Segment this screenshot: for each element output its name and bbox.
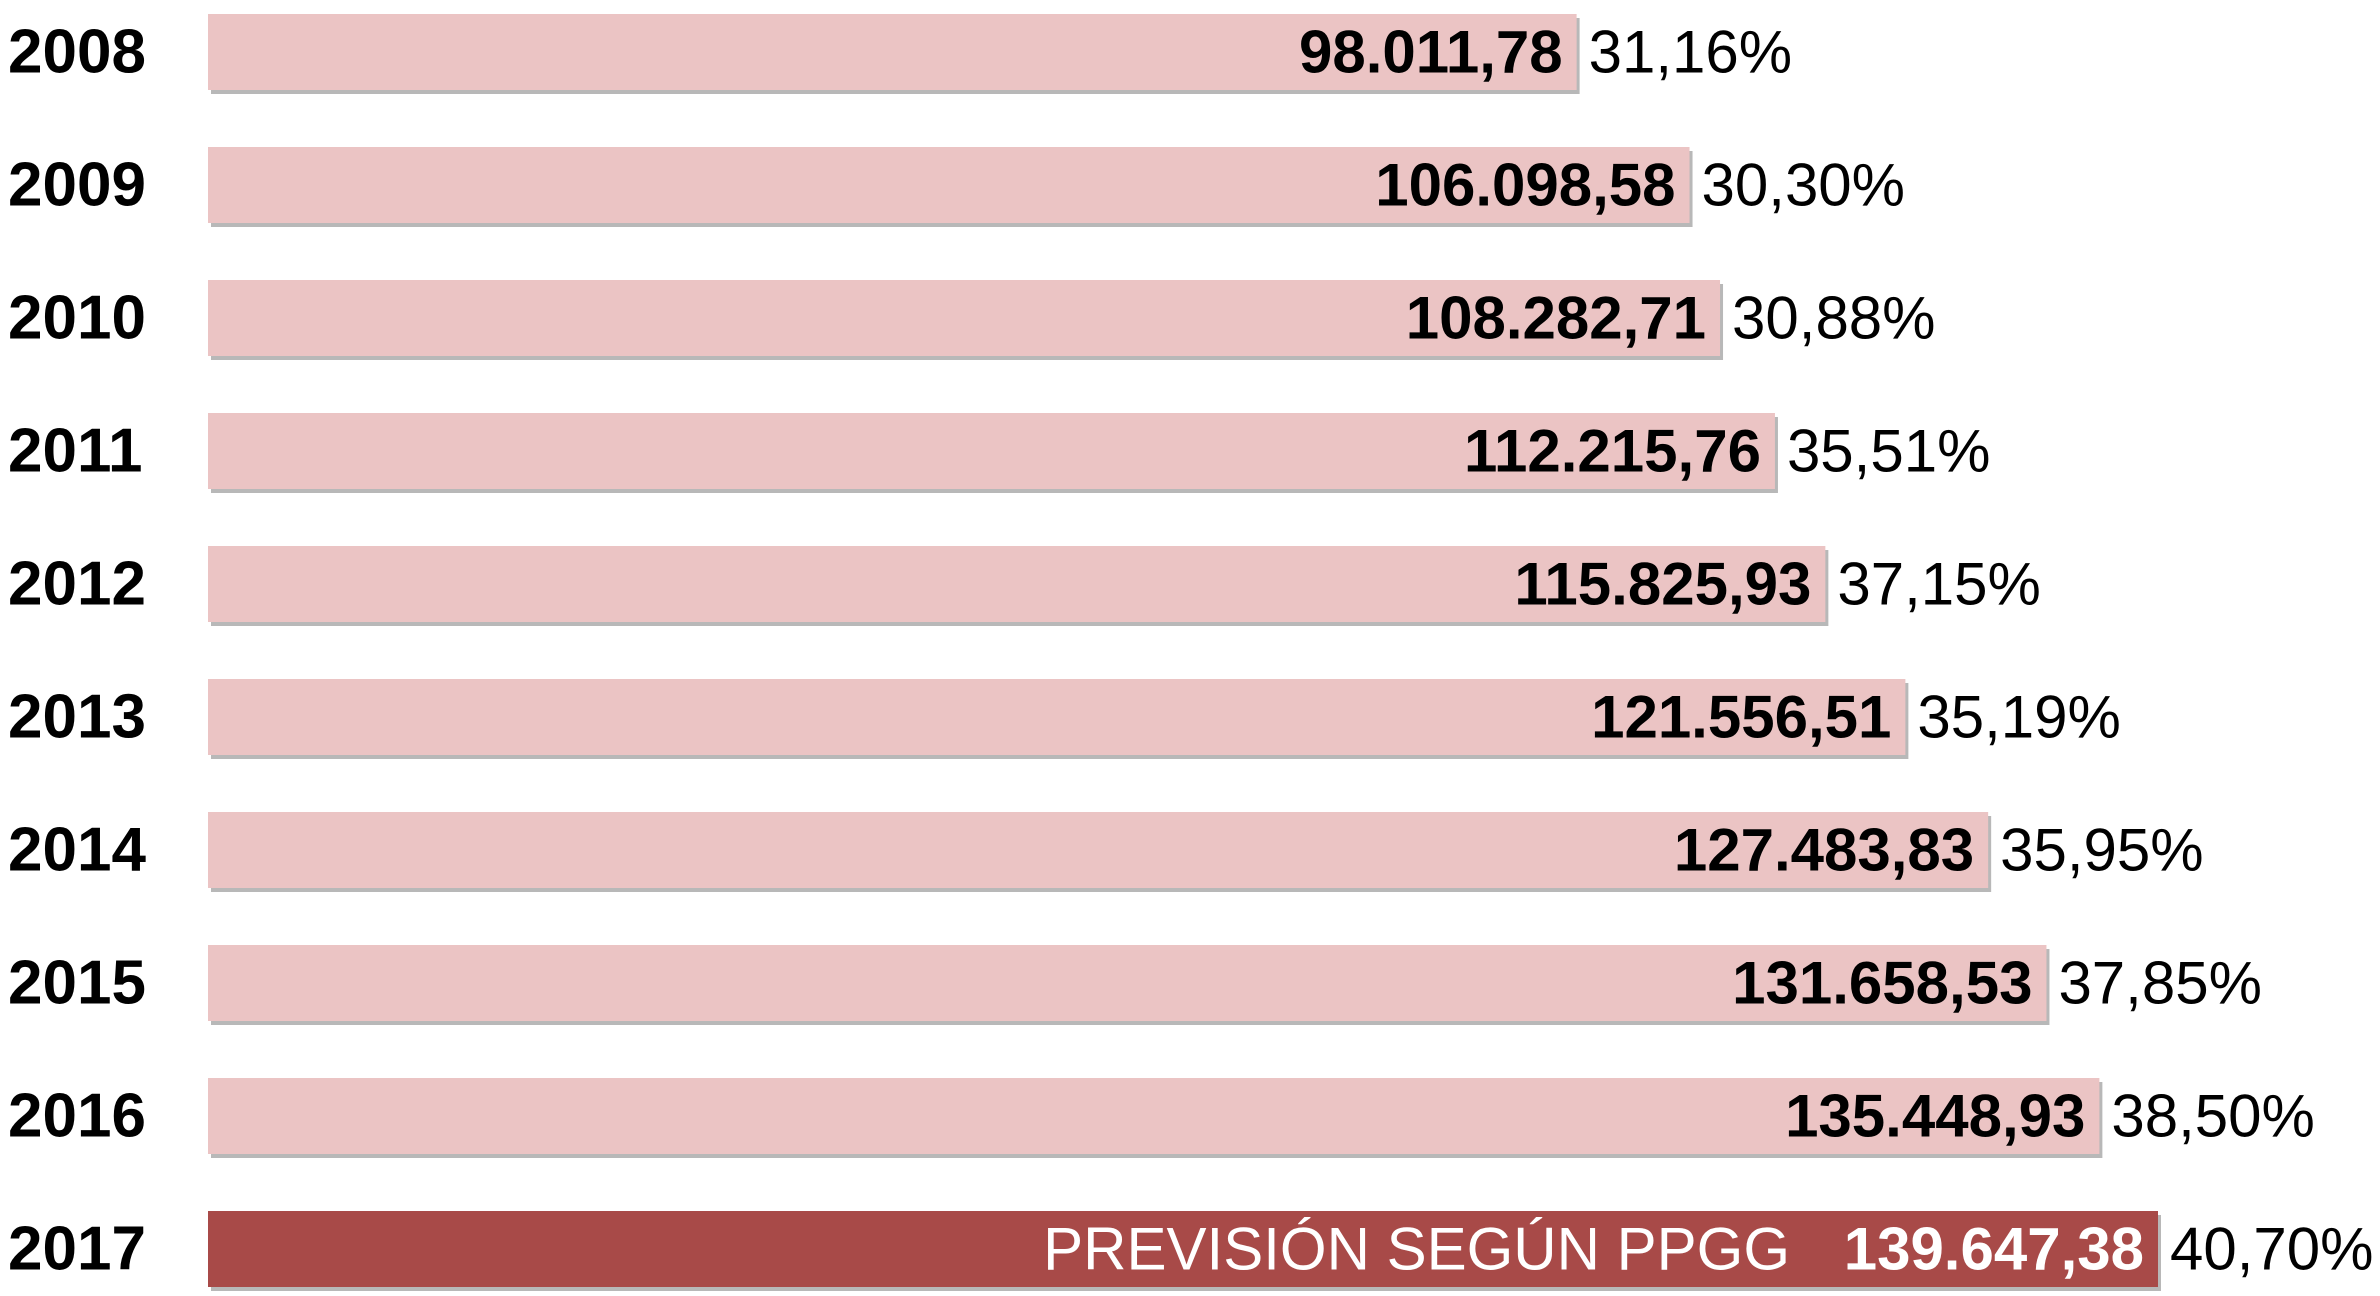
value-label-2010: 108.282,71 <box>1406 285 1706 352</box>
percent-label-2012: 37,15% <box>1837 551 2041 618</box>
forecast-note-label: PREVISIÓN SEGÚN PPGG <box>1043 1216 1790 1283</box>
bars-layer <box>208 14 2161 1291</box>
value-label-2016: 135.448,93 <box>1785 1083 2085 1150</box>
year-label-2015: 2015 <box>8 949 146 1018</box>
bar-2014 <box>208 812 1989 888</box>
percent-label-2009: 30,30% <box>1702 152 1906 219</box>
bar-2017 <box>208 1211 2158 1287</box>
value-label-2014: 127.483,83 <box>1674 817 1974 884</box>
labels-layer: 2008 98.011,78 31,16% 2009 106.098,58 30,30% 2… <box>8 18 2374 1284</box>
bar-2010 <box>208 280 1721 356</box>
bar-2015 <box>208 945 2047 1021</box>
value-label-2011: 112.215,76 <box>1464 418 1761 485</box>
year-label-2017: 2017 <box>8 1215 146 1284</box>
value-label-2009: 106.098,58 <box>1375 152 1675 219</box>
year-label-2011: 2011 <box>8 417 143 486</box>
percent-label-2013: 35,19% <box>1917 684 2121 751</box>
year-label-2010: 2010 <box>8 284 146 353</box>
value-label-2012: 115.825,93 <box>1514 551 1811 618</box>
year-label-2016: 2016 <box>8 1082 146 1151</box>
percent-label-2008: 31,16% <box>1589 19 1793 86</box>
bar-2016 <box>208 1078 2100 1154</box>
percent-label-2010: 30,88% <box>1732 285 1936 352</box>
year-label-2009: 2009 <box>8 151 146 220</box>
bar-2008 <box>208 14 1577 90</box>
value-label-2017: 139.647,38 <box>1844 1216 2144 1283</box>
year-label-2013: 2013 <box>8 683 146 752</box>
bar-2013 <box>208 679 1906 755</box>
percent-label-2015: 37,85% <box>2058 950 2262 1017</box>
year-label-2014: 2014 <box>8 816 146 885</box>
value-label-2013: 121.556,51 <box>1591 684 1891 751</box>
bar-2009 <box>208 147 1690 223</box>
percent-label-2017: 40,70% <box>2170 1216 2374 1283</box>
year-label-2008: 2008 <box>8 18 146 87</box>
year-label-2012: 2012 <box>8 550 146 619</box>
bar-2012 <box>208 546 1826 622</box>
percent-label-2014: 35,95% <box>2000 817 2204 884</box>
value-label-2008: 98.011,78 <box>1299 19 1563 86</box>
percent-label-2016: 38,50% <box>2111 1083 2315 1150</box>
bar-2011 <box>208 413 1775 489</box>
percent-label-2011: 35,51% <box>1787 418 1991 485</box>
value-label-2015: 131.658,53 <box>1732 950 2032 1017</box>
